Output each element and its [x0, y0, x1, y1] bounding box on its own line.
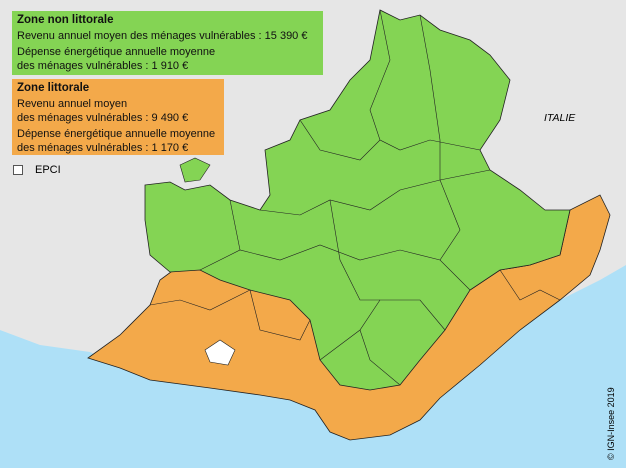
legend-revenu: Revenu annuel moyen des ménages vulnérab…: [17, 30, 308, 42]
legend-title: Zone non littorale: [17, 14, 114, 26]
legend-depense-2: des ménages vulnérables : 1 910 €: [17, 60, 189, 72]
epci-swatch-icon: [13, 165, 23, 175]
etang-de-berre: [204, 339, 236, 366]
country-label: ITALIE: [544, 112, 576, 124]
legend-littoral: Zone littorale Revenu annuel moyen des m…: [12, 79, 224, 155]
island: [179, 157, 211, 183]
legend-depense-2: des ménages vulnérables : 1 170 €: [17, 142, 189, 154]
legend-revenu-1: Revenu annuel moyen: [17, 98, 128, 110]
legend-revenu-2: des ménages vulnérables : 9 490 €: [17, 112, 189, 124]
legend-epci: EPCI: [13, 164, 61, 176]
epci-boundaries: [149, 9, 561, 386]
sea: [0, 265, 626, 468]
legend-title: Zone littorale: [17, 82, 90, 94]
copyright: © IGN-Insee 2019: [606, 387, 616, 460]
legend-depense-1: Dépense énergétique annuelle moyenne: [17, 128, 216, 140]
legend-depense-1: Dépense énergétique annuelle moyenne: [17, 46, 216, 58]
legend-non-littoral: Zone non littorale Revenu annuel moyen d…: [12, 11, 323, 75]
epci-label: EPCI: [35, 164, 61, 176]
